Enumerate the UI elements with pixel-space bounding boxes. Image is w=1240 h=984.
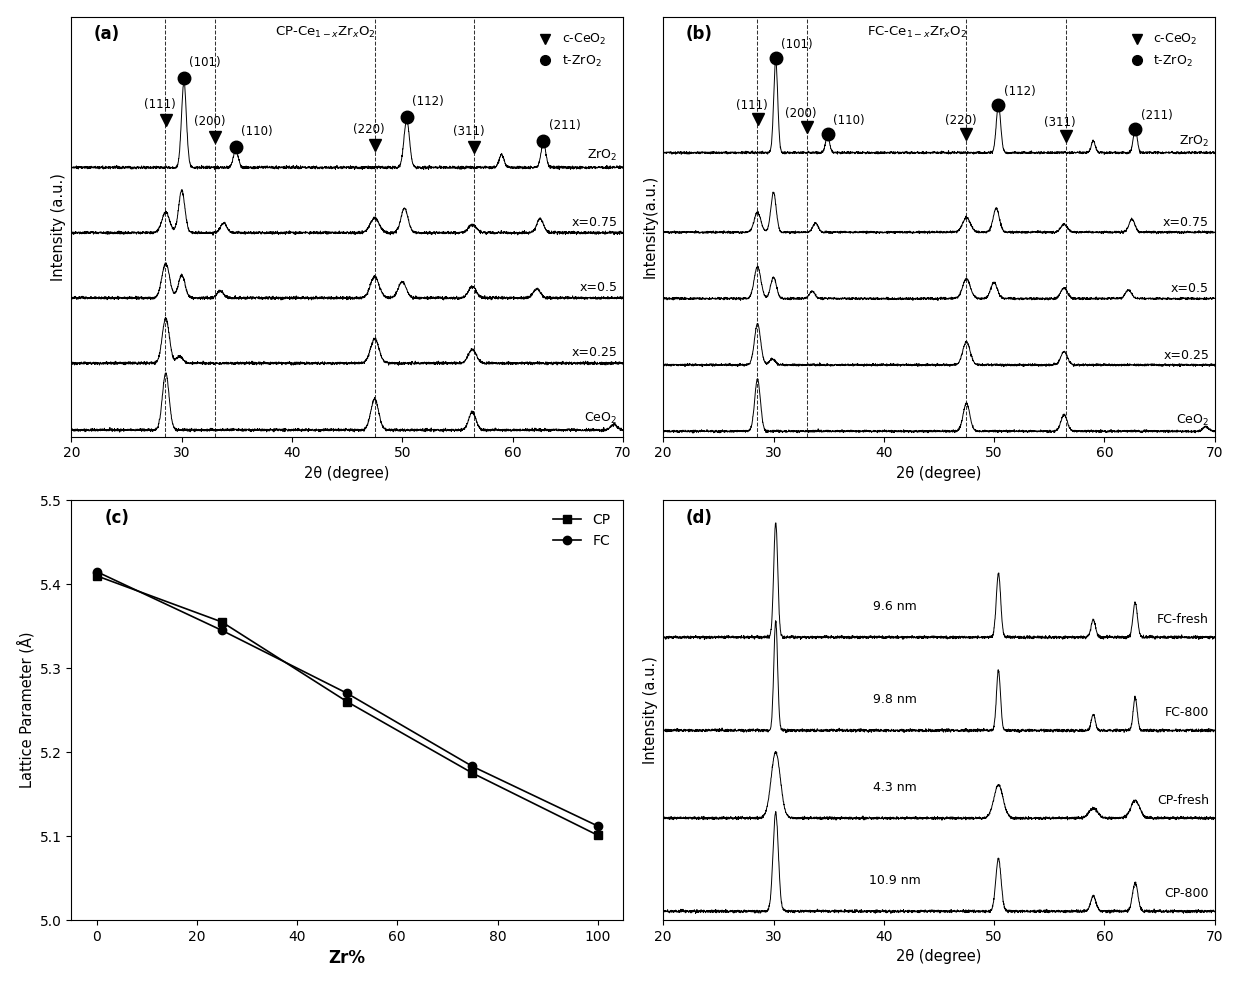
Text: (a): (a) xyxy=(93,25,119,43)
Text: x=0.25: x=0.25 xyxy=(572,346,618,359)
X-axis label: 2θ (degree): 2θ (degree) xyxy=(897,950,982,964)
Text: FC-fresh: FC-fresh xyxy=(1157,613,1209,626)
CP xyxy=(340,696,355,707)
Text: (110): (110) xyxy=(833,114,864,127)
Text: (d): (d) xyxy=(686,509,712,526)
Text: (111): (111) xyxy=(144,98,176,111)
Text: (c): (c) xyxy=(104,509,129,526)
Legend: c-CeO$_2$, t-ZrO$_2$: c-CeO$_2$, t-ZrO$_2$ xyxy=(1126,28,1203,74)
FC xyxy=(340,688,355,700)
Y-axis label: Intensity(a.u.): Intensity(a.u.) xyxy=(642,175,657,278)
Text: (220): (220) xyxy=(353,123,384,136)
Text: x=0.75: x=0.75 xyxy=(1163,215,1209,229)
CP xyxy=(590,830,605,841)
Line: FC: FC xyxy=(92,568,601,830)
X-axis label: Zr%: Zr% xyxy=(329,950,366,967)
CP xyxy=(465,768,480,779)
Text: (200): (200) xyxy=(785,107,817,120)
Text: (110): (110) xyxy=(242,125,273,138)
Text: x=0.5: x=0.5 xyxy=(579,280,618,294)
Text: (111): (111) xyxy=(737,99,768,112)
Y-axis label: Intensity (a.u.): Intensity (a.u.) xyxy=(642,656,657,764)
FC xyxy=(89,566,104,578)
FC xyxy=(465,761,480,772)
Text: CP-fresh: CP-fresh xyxy=(1157,794,1209,807)
Text: CeO$_2$: CeO$_2$ xyxy=(1176,413,1209,428)
X-axis label: 2θ (degree): 2θ (degree) xyxy=(897,465,982,481)
Legend: CP, FC: CP, FC xyxy=(548,507,616,553)
Line: CP: CP xyxy=(92,572,601,839)
Legend: c-CeO$_2$, t-ZrO$_2$: c-CeO$_2$, t-ZrO$_2$ xyxy=(534,28,611,74)
Text: 9.6 nm: 9.6 nm xyxy=(873,600,916,613)
Text: 4.3 nm: 4.3 nm xyxy=(873,781,916,794)
Text: x=0.75: x=0.75 xyxy=(572,215,618,228)
Text: 10.9 nm: 10.9 nm xyxy=(869,874,920,888)
Text: (200): (200) xyxy=(193,114,224,128)
CP xyxy=(89,570,104,582)
Text: FC-Ce$_{1-x}$Zr$_x$O$_2$: FC-Ce$_{1-x}$Zr$_x$O$_2$ xyxy=(867,25,967,40)
Text: CeO$_2$: CeO$_2$ xyxy=(584,411,618,426)
Text: (101): (101) xyxy=(781,38,813,51)
Text: ZrO$_2$: ZrO$_2$ xyxy=(1179,134,1209,150)
Text: (b): (b) xyxy=(686,25,712,43)
Text: (311): (311) xyxy=(1044,116,1076,129)
Text: CP-Ce$_{1-x}$Zr$_x$O$_2$: CP-Ce$_{1-x}$Zr$_x$O$_2$ xyxy=(275,25,376,40)
Text: ZrO$_2$: ZrO$_2$ xyxy=(587,149,618,163)
FC xyxy=(215,625,229,637)
Text: CP-800: CP-800 xyxy=(1164,888,1209,900)
Text: (311): (311) xyxy=(453,125,485,138)
Text: (112): (112) xyxy=(1004,85,1035,97)
Text: FC-800: FC-800 xyxy=(1164,707,1209,719)
CP xyxy=(215,616,229,628)
Y-axis label: Lattice Parameter (Å): Lattice Parameter (Å) xyxy=(16,632,35,788)
X-axis label: 2θ (degree): 2θ (degree) xyxy=(305,465,389,481)
Text: (211): (211) xyxy=(1141,109,1173,122)
Text: x=0.25: x=0.25 xyxy=(1163,348,1209,361)
FC xyxy=(590,820,605,831)
Text: (220): (220) xyxy=(945,114,977,127)
Text: (101): (101) xyxy=(190,56,221,69)
Text: 9.8 nm: 9.8 nm xyxy=(873,694,916,707)
Y-axis label: Intensity (a.u.): Intensity (a.u.) xyxy=(51,172,66,280)
Text: (112): (112) xyxy=(412,95,444,108)
Text: (211): (211) xyxy=(549,119,580,133)
Text: x=0.5: x=0.5 xyxy=(1171,282,1209,295)
